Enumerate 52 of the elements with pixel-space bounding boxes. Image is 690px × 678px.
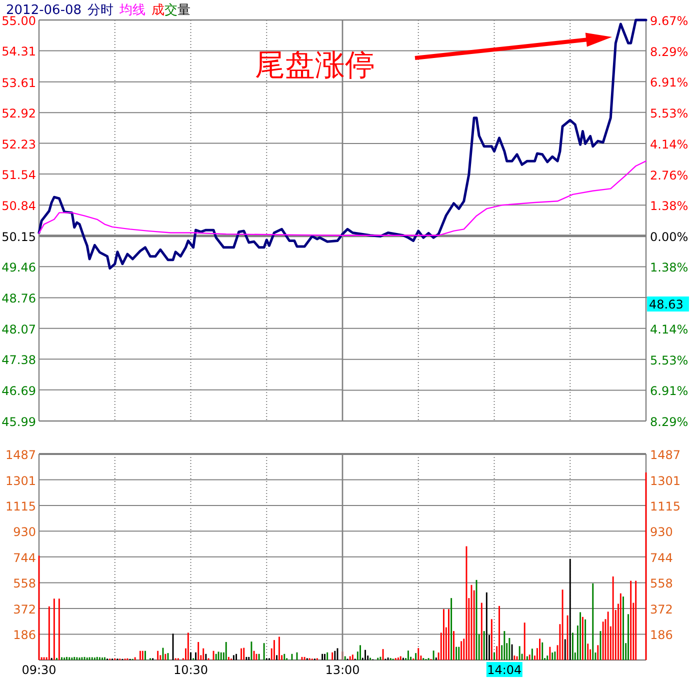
y2-tick-label: 1487 [650,448,681,462]
y-tick-label: 50.84 [2,199,36,214]
annotation: 48.63 [649,298,684,312]
annotation: 尾盘涨停 [255,48,375,83]
y2-tick-label: 5.53% [650,353,688,368]
y-tick-label: 744 [13,550,36,565]
y2-tick-label: 1301 [650,474,681,488]
y2-tick-label: 372 [650,602,673,616]
y-tick-label: 558 [13,576,36,591]
y-tick-label: 372 [13,602,36,616]
y-tick-label: 51.54 [2,168,36,182]
y-tick-label: 48.76 [2,292,36,306]
y-tick-label: 53.61 [2,76,36,90]
chart-subtitle: 成交量 [152,2,191,18]
y2-tick-label: 5.53% [650,106,688,120]
y-tick-label: 52.92 [2,106,36,121]
y2-tick-label: 9.67% [650,14,688,28]
y2-tick-label: 2.76% [650,168,688,182]
y2-tick-label: 6.91% [650,76,688,90]
y-tick-label: 54.31 [2,44,36,59]
y-tick-label: 1115 [5,500,36,514]
y2-tick-label: 4.14% [650,322,688,336]
y-tick-label: 1487 [5,448,36,462]
y2-tick-label: 1.38% [650,260,688,275]
text: 分时 [88,3,114,18]
y2-tick-label: 8.29% [650,44,688,59]
y2-tick-label: 6.91% [650,384,688,398]
y-tick-label: 45.99 [2,415,36,429]
text: 均线 [118,3,146,18]
y-tick-label: 47.38 [2,353,36,368]
y-tick-label: 930 [13,525,36,540]
y-tick-label: 49.46 [2,260,36,275]
x-tick-label: 13:00 [325,663,360,677]
y2-tick-label: 1115 [650,500,681,514]
y2-tick-label: 930 [650,525,673,540]
y-tick-label: 1301 [5,474,36,488]
y2-tick-label: 558 [650,576,673,591]
y2-tick-label: 0.00% [650,230,688,244]
y-tick-label: 52.23 [2,137,36,152]
y-tick-label: 50.15 [2,230,36,244]
y-tick-label: 46.69 [2,384,36,398]
x-tick-label: 09:30 [22,663,56,677]
y2-tick-label: 744 [650,550,673,565]
y2-tick-label: 4.14% [650,137,688,152]
y2-tick-label: 8.29% [650,415,688,429]
x-tick-label: 14:04 [487,663,522,677]
x-tick-label: 10:30 [173,663,208,677]
y2-tick-label: 1.38% [650,199,688,214]
y2-tick-label: 186 [650,628,673,642]
y-tick-label: 186 [13,628,36,642]
y-tick-label: 55.00 [2,14,36,28]
y-tick-label: 48.07 [2,322,36,336]
